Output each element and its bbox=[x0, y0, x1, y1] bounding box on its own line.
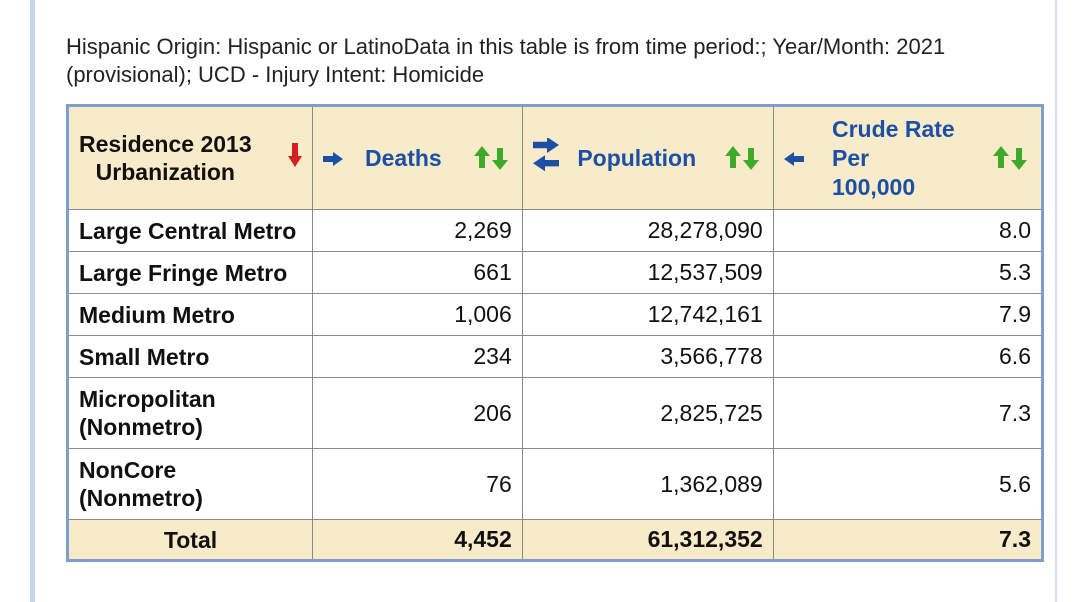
header-row: Residence 2013 Urbanization Deaths bbox=[66, 105, 1044, 210]
population-header[interactable]: Population bbox=[521, 105, 774, 210]
total-row: Total 4,452 61,312,352 7.3 bbox=[66, 519, 1044, 561]
deaths-header-label[interactable]: Deaths bbox=[365, 144, 442, 171]
table-row: Medium Metro 1,006 12,742,161 7.9 bbox=[66, 293, 1044, 336]
row-label: NonCore (Nonmetro) bbox=[66, 448, 314, 520]
crude-rate-cell: 6.6 bbox=[772, 335, 1044, 378]
population-cell: 12,537,509 bbox=[521, 251, 774, 294]
row-label-line1: NonCore bbox=[79, 457, 177, 483]
table-row: NonCore (Nonmetro) 76 1,362,089 5.6 bbox=[66, 448, 1044, 520]
population-header-label[interactable]: Population bbox=[577, 144, 697, 171]
row-label: Large Central Metro bbox=[66, 209, 314, 252]
total-crude-rate-cell: 7.3 bbox=[772, 519, 1044, 561]
arrow-right-icon bbox=[323, 145, 344, 172]
deaths-header[interactable]: Deaths bbox=[312, 105, 523, 210]
table-row: Small Metro 234 3,566,778 6.6 bbox=[66, 335, 1044, 378]
sort-toggle-icon[interactable] bbox=[724, 146, 763, 170]
row-label-line2: (Nonmetro) bbox=[79, 485, 203, 511]
crude-rate-header[interactable]: Crude Rate Per 100,000 bbox=[772, 105, 1044, 210]
crude-rate-line1: Crude Rate bbox=[832, 115, 955, 142]
population-cell: 3,566,778 bbox=[521, 335, 774, 378]
deaths-cell: 234 bbox=[312, 335, 523, 378]
table-caption: Hispanic Origin: Hispanic or LatinoData … bbox=[66, 34, 946, 87]
crude-rate-cell: 8.0 bbox=[772, 209, 1044, 252]
population-cell: 12,742,161 bbox=[521, 293, 774, 336]
residence-header-line1: Residence 2013 bbox=[79, 131, 252, 157]
row-label: Small Metro bbox=[66, 335, 314, 378]
swap-arrows-icon bbox=[532, 137, 559, 178]
table-row: Micropolitan (Nonmetro) 206 2,825,725 7.… bbox=[66, 377, 1044, 449]
crude-rate-header-label[interactable]: Crude Rate Per 100,000 bbox=[832, 115, 955, 202]
crude-rate-cell: 7.9 bbox=[772, 293, 1044, 336]
sort-descending-icon[interactable] bbox=[288, 143, 303, 173]
crude-rate-cell: 5.6 bbox=[772, 448, 1044, 520]
deaths-cell: 2,269 bbox=[312, 209, 523, 252]
crude-rate-line2: Per bbox=[832, 144, 870, 171]
deaths-cell: 76 bbox=[312, 448, 523, 520]
crude-rate-line3: 100,000 bbox=[832, 173, 916, 200]
population-cell: 1,362,089 bbox=[521, 448, 774, 520]
deaths-cell: 661 bbox=[312, 251, 523, 294]
population-cell: 28,278,090 bbox=[521, 209, 774, 252]
total-deaths-cell: 4,452 bbox=[312, 519, 523, 561]
left-frame-border bbox=[30, 0, 35, 602]
sort-toggle-icon[interactable] bbox=[473, 146, 512, 170]
arrow-left-icon bbox=[783, 145, 804, 172]
residence-header[interactable]: Residence 2013 Urbanization bbox=[66, 105, 314, 210]
crude-rate-cell: 7.3 bbox=[772, 377, 1044, 449]
crude-rate-cell: 5.3 bbox=[772, 251, 1044, 294]
deaths-cell: 1,006 bbox=[312, 293, 523, 336]
residence-header-line2: Urbanization bbox=[95, 159, 235, 185]
row-label: Medium Metro bbox=[66, 293, 314, 336]
table-row: Large Fringe Metro 661 12,537,509 5.3 bbox=[66, 251, 1044, 294]
table-row: Large Central Metro 2,269 28,278,090 8.0 bbox=[66, 209, 1044, 252]
sort-toggle-icon[interactable] bbox=[993, 146, 1031, 170]
row-label-line1: Micropolitan bbox=[79, 386, 216, 412]
total-population-cell: 61,312,352 bbox=[521, 519, 774, 561]
results-table: Residence 2013 Urbanization Deaths bbox=[66, 104, 1044, 562]
right-scroll-region bbox=[1055, 0, 1080, 602]
row-label-line2: (Nonmetro) bbox=[79, 414, 203, 440]
total-label: Total bbox=[66, 519, 314, 561]
row-label: Large Fringe Metro bbox=[66, 251, 314, 294]
population-cell: 2,825,725 bbox=[521, 377, 774, 449]
deaths-cell: 206 bbox=[312, 377, 523, 449]
row-label: Micropolitan (Nonmetro) bbox=[66, 377, 314, 449]
